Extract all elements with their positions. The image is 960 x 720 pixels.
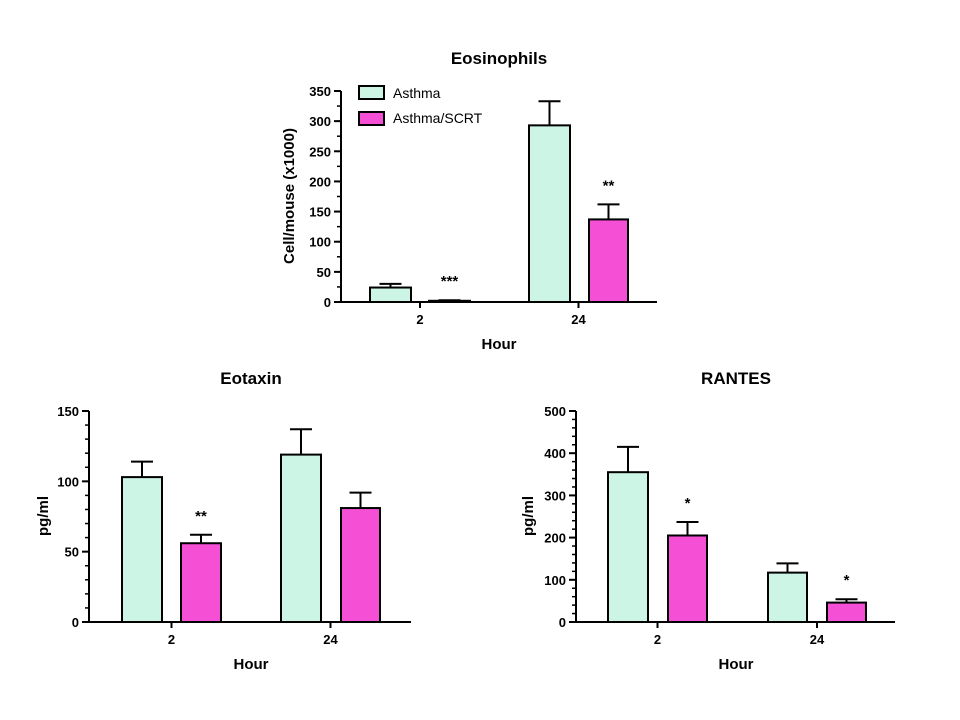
y-tick-label: 0 [72,615,79,630]
bar-asthma-scrt [667,534,708,623]
y-tick-label: 300 [309,114,331,129]
significance-mark: *** [441,273,459,290]
bar-asthma [767,571,808,623]
significance-mark: * [685,495,691,512]
bar-asthma [280,453,322,623]
y-tick-label: 150 [57,404,79,419]
chart-title: Eotaxin [220,369,281,388]
x-tick-label: 2 [416,312,423,327]
y-tick-label: 150 [309,205,331,220]
significance-mark: ** [603,177,615,194]
x-tick-label: 2 [168,632,175,647]
y-tick-label: 50 [65,545,79,560]
x-axis-label: Hour [719,656,754,673]
bar-asthma [528,124,571,303]
significance-mark: ** [195,508,207,525]
legend-label: Asthma/SCRT [393,110,483,126]
y-tick-label: 400 [544,446,566,461]
y-tick-label: 100 [309,235,331,250]
significance-mark: * [844,572,850,589]
y-tick-label: 0 [324,295,331,310]
eosinophils-panel: Eosinophils Hour Cell/mouse (x1000) Asth… [281,49,657,353]
bar-asthma [369,286,412,304]
bars: ** [607,445,867,624]
x-tick-label: 24 [323,632,338,647]
bars: ***** [369,100,629,304]
bar-asthma-scrt [180,542,222,624]
x-axis-label: Hour [234,656,269,673]
y-tick-label: 200 [309,174,331,189]
x-tick-label: 2 [654,632,661,647]
y-tick-label: 300 [544,488,566,503]
y-axis-label: pg/ml [35,496,52,536]
y-tick-label: 0 [559,615,566,630]
bar-asthma-scrt [588,218,629,303]
legend-swatch [358,85,385,100]
eotaxin-panel: Eotaxin Hour pg/ml 0 50 100 150 2 24 ** [35,369,411,673]
legend-item-asthma: Asthma [358,85,441,101]
legend: Asthma Asthma/SCRT [358,85,483,126]
bars: ** [121,428,381,624]
y-tick-label: 100 [544,573,566,588]
bar-asthma-scrt [428,299,471,303]
axes: 0 50 100 150 200 250 300 350 2 24 [309,84,657,327]
y-axis-label: pg/ml [520,496,537,536]
x-axis-label: Hour [482,336,517,353]
bar-asthma-scrt [340,507,381,623]
y-tick-label: 100 [57,474,79,489]
bar-asthma [121,476,163,624]
chart-title: RANTES [701,369,771,388]
chart-title: Eosinophils [451,49,547,68]
y-tick-label: 200 [544,531,566,546]
legend-label: Asthma [393,85,441,101]
legend-swatch [358,111,385,126]
legend-item-asthma-scrt: Asthma/SCRT [358,110,483,126]
y-tick-label: 500 [544,404,566,419]
y-tick-label: 50 [317,265,331,280]
y-tick-label: 250 [309,144,331,159]
x-tick-label: 24 [571,312,586,327]
y-tick-label: 350 [309,84,331,99]
bar-asthma [607,471,649,623]
y-axis-label: Cell/mouse (x1000) [281,128,298,264]
bar-asthma-scrt [826,601,867,624]
x-tick-label: 24 [810,632,825,647]
